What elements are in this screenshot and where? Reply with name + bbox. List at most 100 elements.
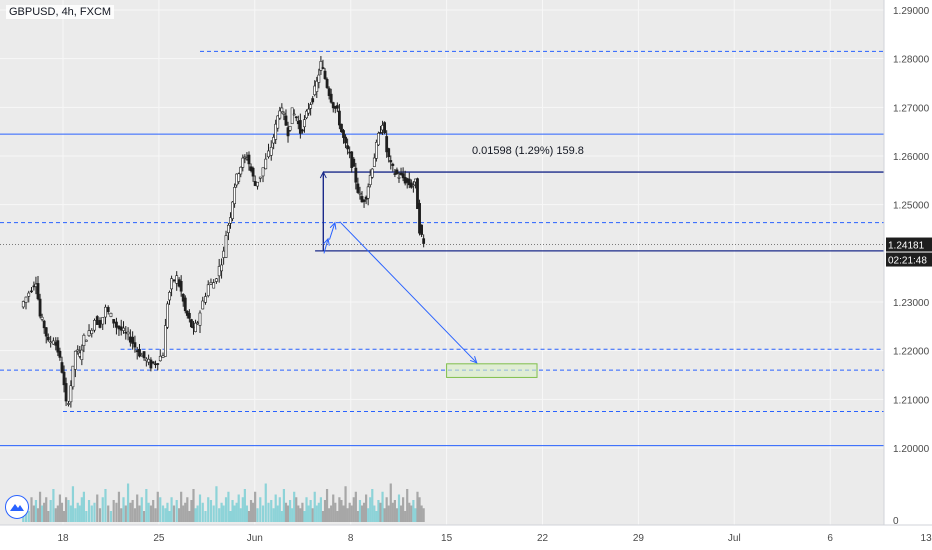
volume-bar xyxy=(78,505,81,522)
volume-bar xyxy=(196,505,199,522)
volume-bar xyxy=(288,500,292,522)
candle-body xyxy=(362,199,366,202)
candle-body xyxy=(327,88,331,96)
countdown-box xyxy=(886,252,932,267)
volume-bar xyxy=(358,500,362,522)
candle-body xyxy=(80,349,84,360)
volume-bar xyxy=(180,491,183,522)
candle-body xyxy=(370,168,374,178)
volume-bar xyxy=(408,502,411,522)
volume-bar xyxy=(209,500,213,522)
volume-bar xyxy=(297,505,300,522)
candle-body xyxy=(206,284,210,297)
volume-bar xyxy=(154,508,157,522)
candle-body xyxy=(401,173,405,179)
volume-bar xyxy=(168,511,171,522)
volume-bar xyxy=(227,491,230,522)
volume-bar xyxy=(404,511,407,522)
candle-body xyxy=(385,136,389,153)
projection-arrowhead xyxy=(329,221,337,230)
candle-body xyxy=(243,156,247,159)
candle-body xyxy=(76,349,80,352)
candle-body xyxy=(131,336,135,344)
time-axis-tick-label: 6 xyxy=(827,533,833,544)
volume-bar xyxy=(204,511,207,522)
volume-bar xyxy=(182,505,185,522)
candle-body xyxy=(62,371,66,386)
projection-arrow[interactable] xyxy=(323,238,329,254)
candle-body xyxy=(209,282,213,285)
candle-body xyxy=(194,322,197,332)
candle-body xyxy=(331,102,335,109)
candle-body xyxy=(319,61,323,71)
volume-bar xyxy=(235,502,238,522)
volume-bar xyxy=(133,508,137,522)
volume-bar xyxy=(383,508,386,522)
volume-bar xyxy=(264,483,267,522)
volume-bar xyxy=(397,494,401,522)
volume-bar xyxy=(332,494,335,522)
candle-body xyxy=(269,146,273,156)
candle-body xyxy=(158,355,162,362)
volume-bar xyxy=(267,502,270,522)
candle-body xyxy=(229,217,232,224)
candle-body xyxy=(342,130,345,138)
candle-body xyxy=(179,280,183,292)
candle-body xyxy=(71,365,75,388)
volume-bar xyxy=(140,497,143,522)
volume-bar xyxy=(64,497,68,522)
candle-body xyxy=(368,175,372,186)
price-axis-tick-label: 1.21000 xyxy=(893,395,930,406)
candle-body xyxy=(119,326,123,331)
projection-arrowhead xyxy=(469,356,478,364)
projection-arrow[interactable] xyxy=(339,221,478,364)
candle-body xyxy=(156,363,160,365)
price-axis[interactable] xyxy=(884,0,932,550)
time-axis[interactable] xyxy=(0,525,932,550)
candle-body xyxy=(253,181,257,186)
volume-bar xyxy=(49,500,52,522)
candle-body xyxy=(30,290,33,293)
volume-bar xyxy=(198,494,202,522)
candle-body xyxy=(183,297,187,312)
candle-body xyxy=(224,235,228,258)
projection-arrow[interactable] xyxy=(328,222,336,240)
volume-bar xyxy=(145,489,148,522)
volume-bar xyxy=(239,508,242,522)
volume-bar xyxy=(136,494,139,522)
volume-bar xyxy=(93,502,96,522)
candle-body xyxy=(231,201,234,219)
candle-body xyxy=(101,317,105,325)
candle-body xyxy=(256,181,259,187)
tradingview-logo-icon xyxy=(5,495,29,519)
candle-body xyxy=(387,148,391,158)
candle-body xyxy=(290,107,294,125)
candle-body xyxy=(46,336,50,341)
volume-bar xyxy=(220,502,223,522)
volume-bar xyxy=(67,500,70,522)
volume-bar xyxy=(152,500,155,522)
candle-body xyxy=(90,329,94,334)
time-axis-tick-label: 25 xyxy=(153,533,165,544)
volume-bar xyxy=(98,508,102,522)
candle-body xyxy=(311,98,315,103)
volume-bar xyxy=(170,497,173,522)
candle-body xyxy=(374,142,378,159)
candle-body xyxy=(261,167,265,177)
volume-bar xyxy=(373,505,376,522)
candle-body xyxy=(309,104,313,109)
candle-body xyxy=(135,350,139,353)
volume-bar xyxy=(402,497,405,522)
candle-body xyxy=(212,282,216,289)
candle-body xyxy=(267,150,270,158)
candle-body xyxy=(294,116,298,119)
time-axis-tick-label: 22 xyxy=(537,533,549,544)
target-zone[interactable] xyxy=(446,363,538,378)
time-axis-tick-label: 18 xyxy=(57,533,69,544)
volume-bar xyxy=(354,491,357,522)
volume-bar xyxy=(385,497,388,522)
volume-bar xyxy=(305,497,308,522)
volume-bar xyxy=(142,511,146,522)
